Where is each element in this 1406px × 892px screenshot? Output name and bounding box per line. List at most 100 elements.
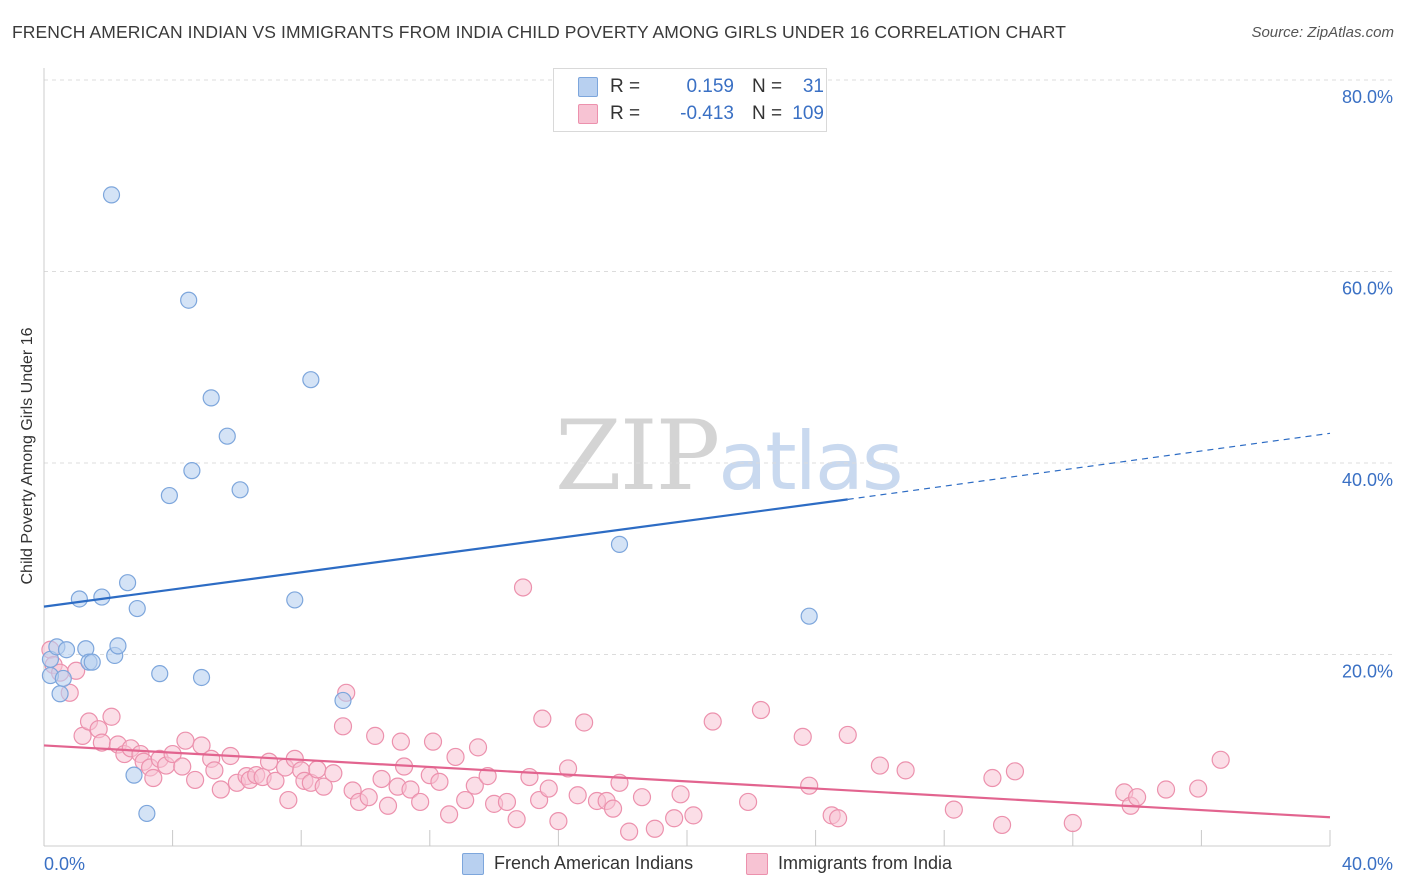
data-point-immigrants-from-india (1127, 788, 1147, 807)
data-point-immigrants-from-india (575, 713, 594, 732)
data-point-immigrants-from-india (896, 761, 915, 780)
data-point-immigrants-from-india (603, 799, 623, 818)
data-point-immigrants-from-india (324, 764, 343, 783)
data-point-french-american-indians (118, 574, 137, 592)
data-point-immigrants-from-india (829, 809, 848, 828)
legend-n-label: N = (752, 103, 783, 124)
data-point-immigrants-from-india (359, 788, 378, 807)
data-point-immigrants-from-india (507, 810, 526, 829)
data-point-french-american-indians (83, 653, 101, 671)
legend-label: French American Indians (494, 853, 694, 873)
watermark: ZIPatlas (555, 400, 904, 512)
data-point-immigrants-from-india (1189, 779, 1208, 798)
data-point-french-american-indians (57, 641, 76, 659)
data-point-immigrants-from-india (1063, 813, 1082, 833)
data-point-immigrants-from-india (401, 780, 420, 799)
trend-line-extension-french-american-indians (847, 432, 1331, 500)
data-point-french-american-indians (218, 427, 236, 445)
data-point-french-american-indians (125, 766, 143, 784)
legend-n-value: 109 (792, 103, 824, 124)
trend-line-french-american-indians (43, 498, 848, 608)
watermark-atlas: atlas (718, 415, 903, 508)
x-tick-label: 0.0% (44, 854, 85, 874)
watermark-zip: ZIP (555, 400, 720, 512)
source-label: Source: ZipAtlas.com (1251, 24, 1394, 41)
data-point-immigrants-from-india (468, 738, 488, 757)
y-tick-label: 40.0% (1342, 470, 1393, 490)
data-point-immigrants-from-india (430, 772, 449, 791)
y-tick-label: 80.0% (1342, 87, 1393, 107)
data-point-immigrants-from-india (632, 788, 652, 807)
correlation-legend: R = 0.159 N = 31 R = -0.413 N = 109 (553, 68, 827, 132)
data-point-immigrants-from-india (870, 756, 890, 775)
legend-label: Immigrants from India (778, 853, 953, 873)
data-point-immigrants-from-india (378, 796, 398, 815)
legend-r-value: -0.413 (680, 103, 734, 124)
data-point-french-american-indians (160, 486, 178, 505)
data-point-immigrants-from-india (520, 767, 539, 787)
legend-n-label: N = (752, 76, 783, 97)
data-point-french-american-indians (202, 389, 220, 407)
data-point-immigrants-from-india (411, 792, 430, 812)
data-point-immigrants-from-india (211, 780, 230, 799)
y-tick-label: 20.0% (1342, 662, 1393, 682)
legend-swatch-blue (578, 77, 598, 97)
legend-r-label: R = (610, 76, 641, 97)
data-point-french-american-indians (302, 371, 320, 389)
data-point-immigrants-from-india (372, 769, 391, 789)
data-point-french-american-indians (54, 669, 72, 688)
data-point-french-american-indians (70, 590, 88, 608)
data-point-immigrants-from-india (568, 786, 587, 805)
data-point-immigrants-from-india (793, 727, 812, 746)
data-point-french-american-indians (610, 535, 629, 553)
data-point-immigrants-from-india (67, 661, 86, 680)
legend-r-value: 0.159 (686, 76, 734, 97)
data-point-immigrants-from-india (102, 707, 121, 726)
data-point-immigrants-from-india (684, 806, 703, 825)
data-point-french-american-indians (800, 607, 818, 625)
data-point-immigrants-from-india (391, 732, 410, 751)
data-point-immigrants-from-india (620, 822, 639, 841)
data-point-immigrants-from-india (446, 747, 465, 767)
legend-r-label: R = (610, 103, 641, 124)
data-point-immigrants-from-india (513, 578, 533, 597)
data-point-immigrants-from-india (800, 776, 819, 795)
data-point-french-american-indians (138, 804, 156, 823)
data-point-immigrants-from-india (533, 709, 552, 728)
data-point-immigrants-from-india (944, 800, 963, 819)
data-point-immigrants-from-india (173, 757, 192, 776)
data-point-immigrants-from-india (738, 792, 758, 812)
data-point-french-american-indians (334, 691, 352, 710)
data-point-immigrants-from-india (333, 717, 353, 736)
data-point-french-american-indians (286, 591, 304, 609)
data-point-immigrants-from-india (314, 777, 333, 796)
data-point-immigrants-from-india (1156, 780, 1176, 799)
data-point-immigrants-from-india (478, 767, 497, 786)
data-point-immigrants-from-india (439, 805, 459, 824)
data-point-immigrants-from-india (751, 700, 771, 720)
x-tick-label: 40.0% (1342, 854, 1393, 874)
data-point-immigrants-from-india (1211, 750, 1230, 769)
data-point-immigrants-from-india (465, 776, 484, 795)
data-point-immigrants-from-india (266, 771, 285, 790)
data-point-immigrants-from-india (645, 819, 664, 838)
data-point-immigrants-from-india (366, 726, 385, 745)
trend-line-immigrants-from-india (43, 744, 1331, 819)
data-point-french-american-indians (102, 186, 121, 204)
legend-swatch-pink (746, 853, 768, 875)
data-point-immigrants-from-india (983, 768, 1002, 788)
legend-swatch-pink (578, 104, 598, 124)
data-point-immigrants-from-india (539, 779, 558, 798)
chart-title: FRENCH AMERICAN INDIAN VS IMMIGRANTS FRO… (12, 22, 1066, 42)
data-point-immigrants-from-india (838, 725, 857, 745)
data-point-immigrants-from-india (176, 731, 195, 750)
data-point-immigrants-from-india (205, 761, 224, 780)
data-point-immigrants-from-india (992, 815, 1012, 835)
data-point-french-american-indians (109, 637, 127, 655)
legend-n-value: 31 (802, 76, 824, 97)
legend-swatch-blue (462, 853, 484, 875)
data-point-immigrants-from-india (186, 770, 205, 790)
data-point-immigrants-from-india (144, 768, 163, 788)
data-point-immigrants-from-india (259, 752, 279, 771)
